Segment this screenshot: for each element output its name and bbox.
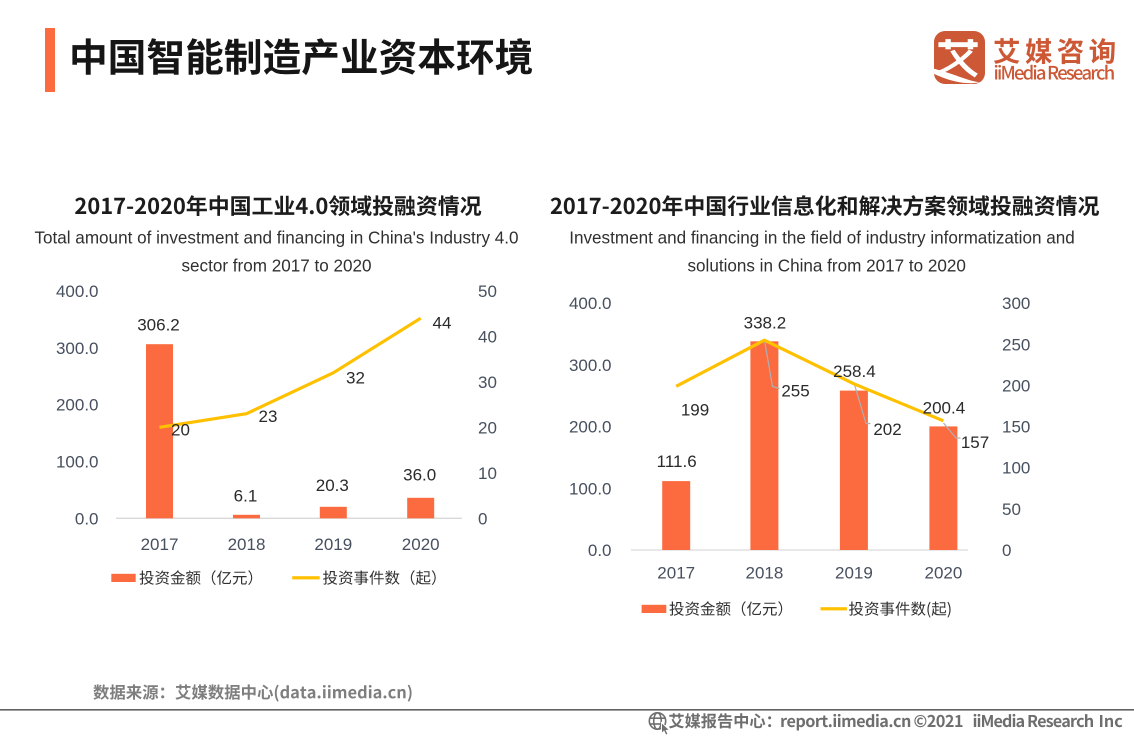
svg-text:150: 150 xyxy=(1002,418,1030,437)
svg-text:2020: 2020 xyxy=(402,535,440,554)
svg-text:0: 0 xyxy=(478,509,487,528)
svg-text:200.0: 200.0 xyxy=(56,396,99,415)
svg-text:306.2: 306.2 xyxy=(137,316,180,335)
svg-text:36.0: 36.0 xyxy=(403,466,436,485)
svg-text:2017: 2017 xyxy=(141,535,179,554)
svg-text:338.2: 338.2 xyxy=(744,314,787,333)
svg-text:250: 250 xyxy=(1002,335,1030,354)
svg-text:32: 32 xyxy=(346,369,365,388)
svg-text:30: 30 xyxy=(478,373,497,392)
svg-text:200: 200 xyxy=(1002,376,1030,395)
svg-text:50: 50 xyxy=(478,282,497,301)
svg-text:2019: 2019 xyxy=(314,535,352,554)
svg-text:0: 0 xyxy=(1002,541,1011,560)
svg-text:20: 20 xyxy=(171,421,190,440)
svg-text:10: 10 xyxy=(478,464,497,483)
svg-text:2018: 2018 xyxy=(228,535,266,554)
svg-text:2018: 2018 xyxy=(745,564,783,583)
svg-text:300: 300 xyxy=(1002,294,1030,313)
svg-text:sector from 2017 to 2020: sector from 2017 to 2020 xyxy=(181,257,371,276)
svg-text:400.0: 400.0 xyxy=(56,282,99,301)
svg-text:50: 50 xyxy=(1002,500,1021,519)
svg-text:300.0: 300.0 xyxy=(56,339,99,358)
svg-text:300.0: 300.0 xyxy=(569,356,612,375)
svg-text:100.0: 100.0 xyxy=(569,479,612,498)
svg-text:40: 40 xyxy=(478,327,497,346)
svg-text:200.0: 200.0 xyxy=(569,418,612,437)
svg-text:2020: 2020 xyxy=(924,564,962,583)
svg-text:0.0: 0.0 xyxy=(75,509,99,528)
svg-text:6.1: 6.1 xyxy=(234,487,258,506)
svg-text:200.4: 200.4 xyxy=(923,399,966,418)
svg-text:20.3: 20.3 xyxy=(316,476,349,495)
svg-text:258.4: 258.4 xyxy=(833,362,876,381)
svg-text:Total amount of investment and: Total amount of investment and financing… xyxy=(34,229,518,248)
svg-text:199: 199 xyxy=(681,401,709,420)
svg-text:400.0: 400.0 xyxy=(569,294,612,313)
svg-text:100.0: 100.0 xyxy=(56,452,99,471)
svg-text:solutions in China from 2017 t: solutions in China from 2017 to 2020 xyxy=(687,257,965,276)
svg-text:202: 202 xyxy=(873,420,901,439)
svg-text:20: 20 xyxy=(478,418,497,437)
svg-text:2017: 2017 xyxy=(657,564,695,583)
svg-text:157: 157 xyxy=(961,433,989,452)
svg-text:23: 23 xyxy=(259,407,278,426)
svg-text:Investment and financing in th: Investment and financing in the field of… xyxy=(569,229,1075,248)
svg-text:100: 100 xyxy=(1002,459,1030,478)
svg-text:0.0: 0.0 xyxy=(588,541,612,560)
svg-text:255: 255 xyxy=(781,381,809,400)
svg-text:2019: 2019 xyxy=(835,564,873,583)
svg-text:44: 44 xyxy=(433,314,452,333)
svg-text:111.6: 111.6 xyxy=(657,452,697,471)
